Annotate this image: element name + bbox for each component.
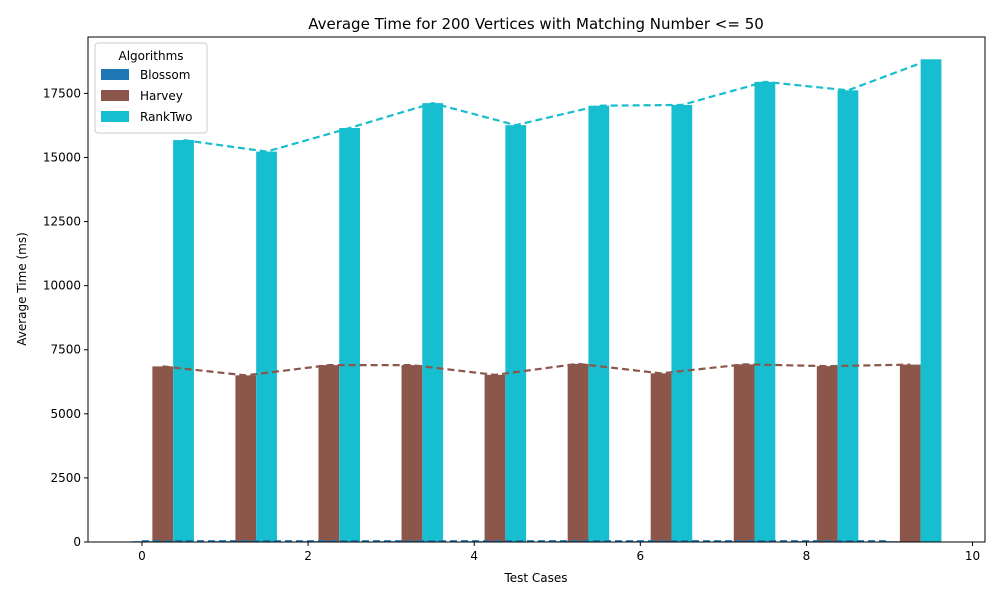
legend-swatch-ranktwo [101,111,129,122]
bar-harvey-0 [152,366,174,542]
legend: Algorithms Blossom Harvey RankTwo [94,42,208,134]
trend-line-ranktwo [183,58,932,153]
legend-label-harvey: Harvey [140,89,183,103]
x-axis-ticks: 0 2 4 6 8 10 [138,542,980,563]
bar-harvey-5 [567,363,589,542]
y-axis-label: Average Time (ms) [15,232,29,346]
bar-harvey-2 [318,365,340,542]
legend-swatch-blossom [101,69,129,80]
bar-harvey-1 [235,375,257,542]
legend-label-ranktwo: RankTwo [140,110,192,124]
trend-line-harvey [162,362,911,377]
x-tick-label: 8 [803,549,811,563]
bar-ranktwo-1 [256,151,277,542]
bar-harvey-6 [650,373,672,542]
y-tick-label: 17500 [43,86,81,100]
y-tick-label: 5000 [50,407,81,421]
bar-harvey-7 [733,364,755,542]
bar-ranktwo-5 [588,105,610,543]
bar-ranktwo-8 [837,90,859,542]
chart-title: Average Time for 200 Vertices with Match… [308,15,764,33]
bar-harvey-9 [899,364,921,542]
bar-ranktwo-2 [339,128,361,542]
bar-ranktwo-7 [754,81,776,542]
y-tick-label: 15000 [43,150,81,164]
legend-items: Blossom Harvey RankTwo [101,68,192,124]
plot-frame [87,36,986,543]
legend-swatch-harvey [101,90,129,101]
bar-harvey-8 [816,366,838,542]
y-tick-label: 0 [73,535,81,549]
x-axis-label: Test Cases [503,571,567,585]
bar-ranktwo-0 [173,140,194,542]
trend-lines-layer [141,58,932,543]
bar-harvey-4 [484,374,506,542]
x-tick-label: 2 [304,549,312,563]
bar-ranktwo-4 [505,125,527,542]
bar-harvey-3 [401,365,423,542]
y-axis-ticks: 0 2500 5000 7500 10000 12500 15000 17500 [43,86,88,549]
bars-layer [131,59,942,543]
y-tick-label: 2500 [50,471,81,485]
legend-title: Algorithms [118,49,183,63]
legend-frame [94,42,208,134]
bar-ranktwo-3 [422,103,444,542]
y-tick-label: 12500 [43,215,81,229]
x-tick-label: 10 [965,549,980,563]
x-tick-label: 6 [636,549,644,563]
bar-ranktwo-6 [671,104,693,543]
y-tick-label: 10000 [43,279,81,293]
x-tick-label: 4 [470,549,478,563]
x-tick-label: 0 [138,549,146,563]
y-tick-label: 7500 [50,343,81,357]
legend-label-blossom: Blossom [140,68,190,82]
bar-ranktwo-9 [920,59,942,542]
